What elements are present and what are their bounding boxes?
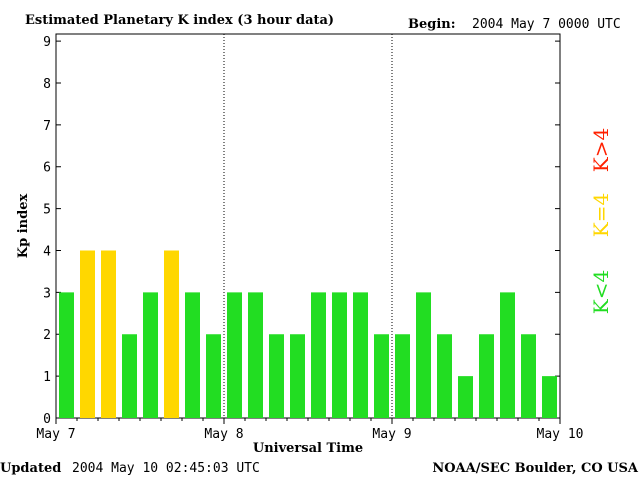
kp-bar (290, 334, 305, 418)
kp-bar (101, 250, 116, 418)
kp-bar (122, 334, 137, 418)
kp-bar (311, 292, 326, 418)
y-tick-label: 3 (43, 286, 51, 301)
kp-bar (248, 292, 263, 418)
y-tick-label: 6 (43, 161, 51, 176)
kp-bar (395, 334, 410, 418)
y-axis-label: Kp index (16, 194, 31, 259)
y-axis: 0 1 2 3 4 5 6 7 8 9 (43, 35, 560, 427)
kp-bar (416, 292, 431, 418)
kp-bar (227, 292, 242, 418)
legend-k-less-4: K<4 (589, 270, 613, 314)
begin-value: 2004 May 7 0000 UTC (472, 17, 621, 32)
y-tick-label: 8 (43, 77, 51, 92)
kp-bar (164, 250, 179, 418)
kp-bar (458, 376, 473, 418)
kp-bar (143, 292, 158, 418)
bar-series (59, 250, 557, 418)
kp-bar (542, 376, 557, 418)
y-tick-label: 5 (43, 203, 51, 218)
x-tick-label: May 9 (372, 427, 411, 442)
x-axis-label: Universal Time (253, 441, 363, 456)
kp-bar (353, 292, 368, 418)
kp-bar (521, 334, 536, 418)
kp-bar (500, 292, 515, 418)
kp-bar (80, 250, 95, 418)
kp-bar (206, 334, 221, 418)
x-tick-label: May 7 (36, 427, 75, 442)
kp-bar (374, 334, 389, 418)
updated-value: 2004 May 10 02:45:03 UTC (72, 461, 260, 476)
x-tick-label: May 8 (204, 427, 243, 442)
kp-bar (479, 334, 494, 418)
legend-k-equal-4: K=4 (589, 193, 613, 237)
y-tick-label: 0 (43, 412, 51, 427)
kp-bar (269, 334, 284, 418)
chart-title: Estimated Planetary K index (3 hour data… (25, 13, 334, 28)
y-tick-label: 2 (43, 328, 51, 343)
begin-label: Begin: (408, 17, 456, 32)
legend-k-greater-4: K>4 (589, 128, 613, 172)
kp-bar (185, 292, 200, 418)
day-separators (223, 34, 393, 418)
y-tick-label: 4 (43, 244, 51, 259)
x-axis: May 7 May 8 May 9 May 10 (36, 418, 583, 442)
kp-bar (437, 334, 452, 418)
x-tick-label: May 10 (537, 427, 584, 442)
y-tick-label: 9 (43, 35, 51, 50)
source-label: NOAA/SEC Boulder, CO USA (432, 461, 639, 476)
y-tick-label: 1 (43, 370, 51, 385)
updated-label: Updated (0, 461, 61, 476)
kp-bar (59, 292, 74, 418)
kp-bar (332, 292, 347, 418)
y-tick-label: 7 (43, 119, 51, 134)
